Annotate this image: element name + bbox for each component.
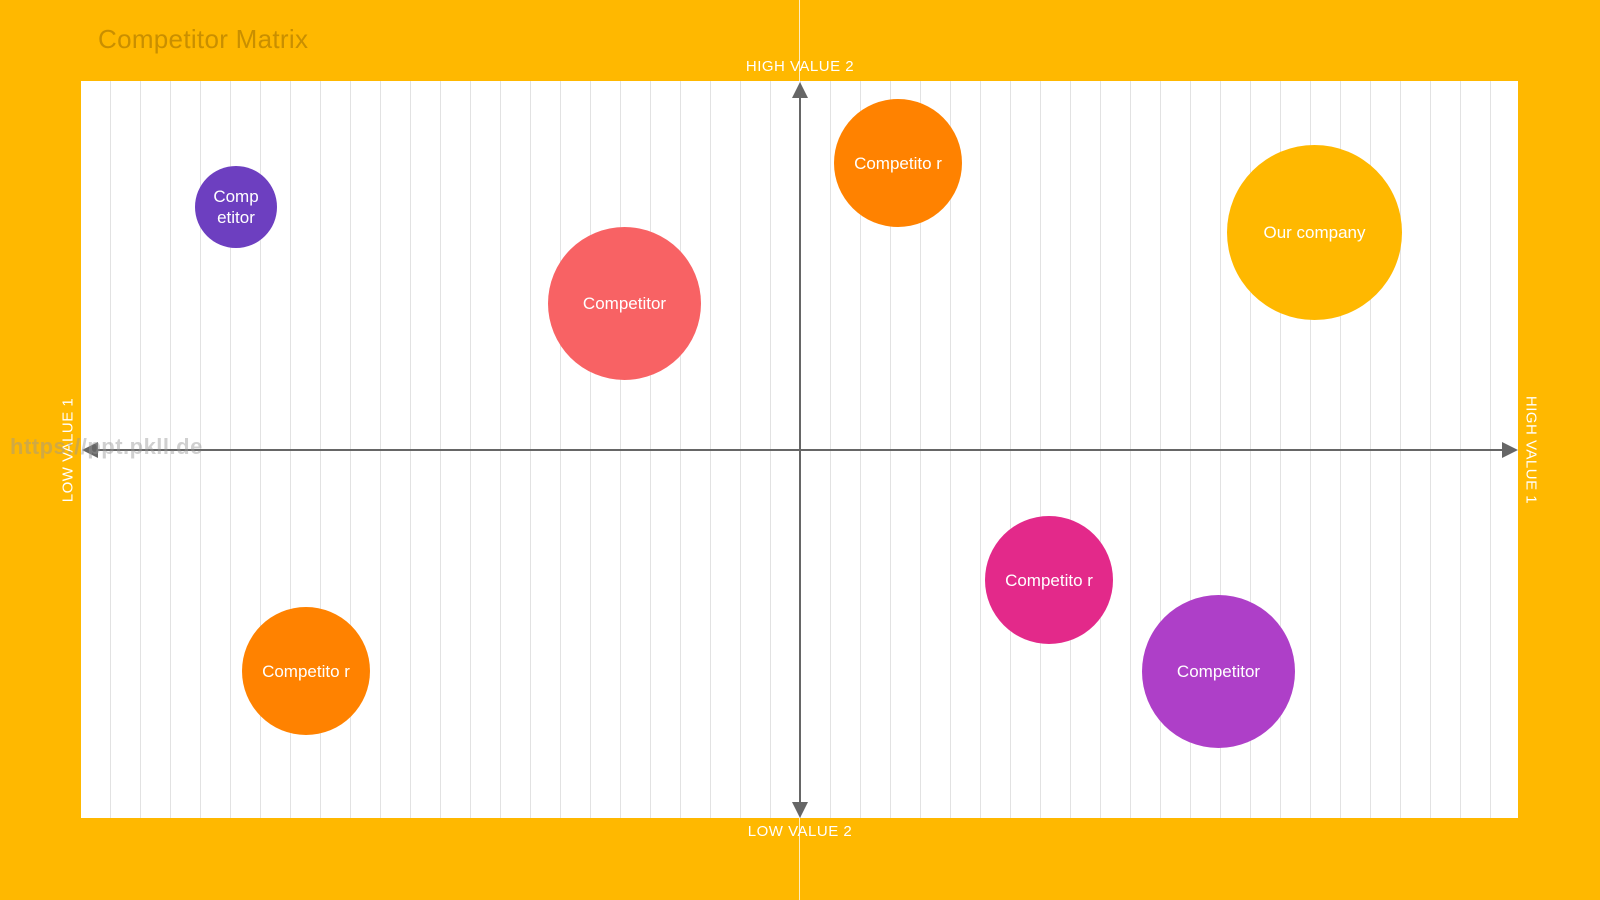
bubble-competitor-5[interactable]: Competito r: [985, 516, 1113, 644]
bubble-label: Competitor: [1176, 662, 1261, 681]
bubble-competitor-7[interactable]: Competito r: [242, 607, 370, 735]
axis-label-high-value-2: HIGH VALUE 2: [745, 58, 855, 75]
watermark-url: https://ppt.pkll.de: [10, 434, 203, 459]
bubble-competitor-2[interactable]: Competitor: [548, 227, 701, 380]
bubble-label: Competitor: [582, 294, 667, 313]
bubble-our-company[interactable]: Our company: [1227, 145, 1402, 320]
bubble-competitor-1[interactable]: Comp etitor: [195, 166, 277, 248]
bubble-label: Competito r: [854, 153, 942, 173]
bubble-label: Competito r: [1005, 570, 1093, 590]
page-title: Competitor Matrix: [98, 24, 309, 54]
bubble-competitor-6[interactable]: Competitor: [1142, 595, 1295, 748]
bubble-label: Competito r: [262, 661, 350, 681]
axis-label-low-value-2: LOW VALUE 2: [747, 823, 853, 840]
bubble-label: Comp etitor: [213, 187, 259, 227]
bubble-label: Our company: [1263, 223, 1366, 242]
bubble-competitor-3[interactable]: Competito r: [834, 99, 962, 227]
axis-label-high-value-1: HIGH VALUE 1: [1522, 395, 1540, 505]
